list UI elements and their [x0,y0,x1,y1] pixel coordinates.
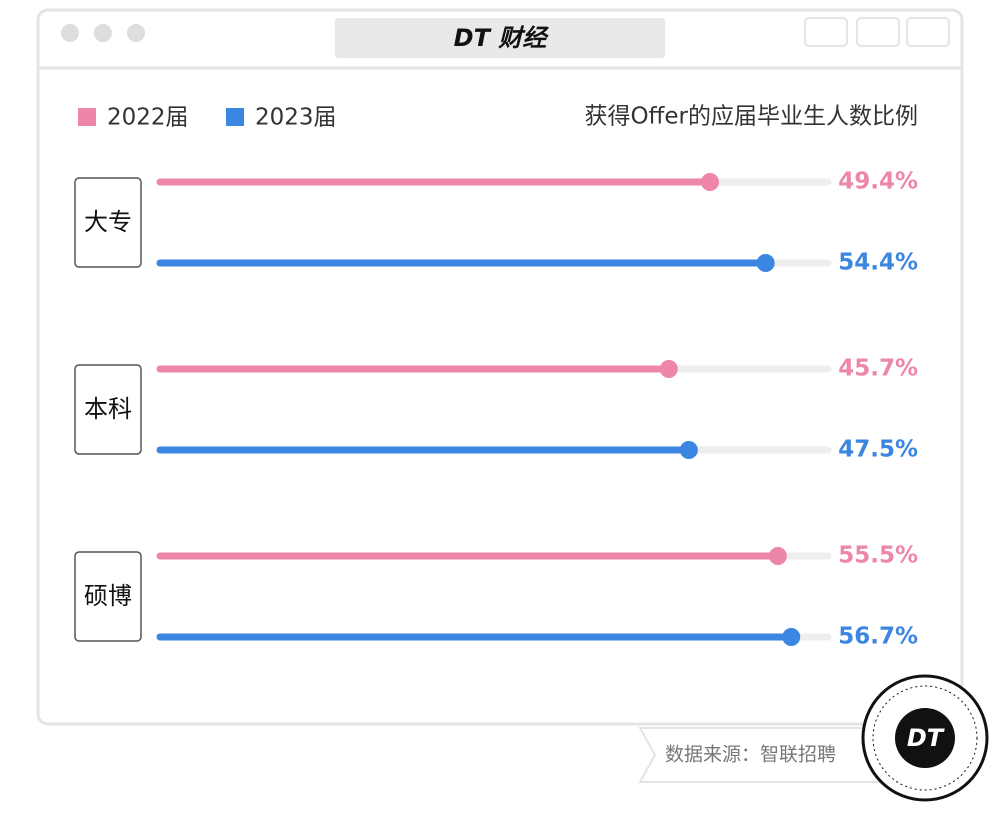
bar-end-dot [659,360,678,378]
category-label: 大专 [84,208,132,236]
bar-end-dot [756,254,775,272]
window-button[interactable] [127,24,145,42]
subtitle: 获得Offer的应届毕业生人数比例 [584,104,918,130]
toolbar-icon[interactable] [804,17,848,47]
legend-swatch [226,108,244,126]
window-title: DT 财经 [454,24,550,52]
logo: DT [907,724,945,752]
toolbar-icon[interactable] [906,17,950,47]
category-label: 本科 [84,395,132,423]
logo-ring-inner [872,685,978,791]
bar-end-dot [768,547,787,565]
value-label: 45.7% [838,356,918,382]
category-box [74,177,142,268]
source: 数据来源：智联招聘 [665,744,836,766]
bar-end-dot [782,628,801,646]
logo-disc [895,708,955,768]
legend-swatch [78,108,96,126]
bar-end-dot [679,441,698,459]
value-label: 56.7% [838,624,918,650]
category-label: 硕博 [84,582,132,610]
value-label: 54.4% [838,250,918,276]
legend-label: 2022届 [107,105,189,131]
window-button[interactable] [61,24,79,42]
value-label: 49.4% [838,169,918,195]
window-button[interactable] [94,24,112,42]
title-box [335,18,665,58]
value-label: 47.5% [838,437,918,463]
toolbar-icon[interactable] [856,17,900,47]
legend-label: 2023届 [255,105,337,131]
category-box [74,364,142,455]
category-box [74,551,142,642]
value-label: 55.5% [838,543,918,569]
bar-end-dot [700,173,719,191]
